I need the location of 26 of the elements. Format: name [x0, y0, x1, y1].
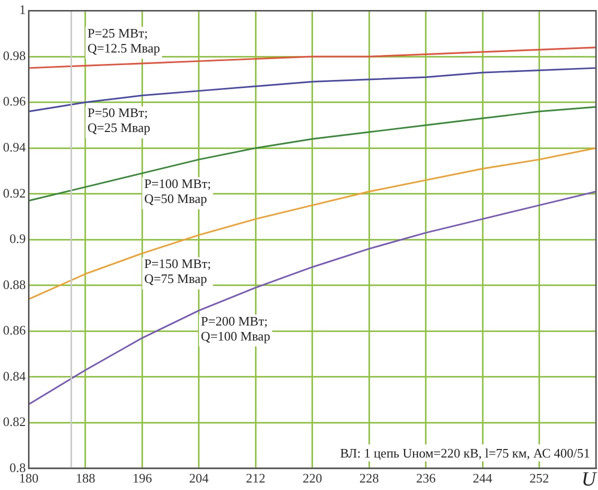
- series-label: P=150 МВт; Q=75 Мвар: [144, 256, 212, 286]
- x-axis-title: U: [582, 468, 598, 490]
- x-tick-label: 196: [132, 470, 152, 486]
- x-tick-label: 244: [472, 470, 493, 486]
- series-label: P=50 МВт; Q=25 Мвар: [87, 105, 150, 136]
- y-tick-label: 0.96: [3, 94, 26, 109]
- y-tick-label: 1: [19, 2, 26, 18]
- x-tick-label: 252: [530, 470, 550, 486]
- series-label: P=100 МВт; Q=50 Мвар: [144, 176, 212, 206]
- series-label: P=200 МВт; Q=100 Мвар: [200, 313, 270, 344]
- series-label: P=25 МВт; Q=12.5 Мвар: [87, 26, 160, 56]
- y-tick-label: 0.98: [3, 48, 26, 63]
- y-tick-label: 0.92: [3, 185, 26, 200]
- x-tick-label: 236: [416, 470, 436, 486]
- x-tick-label: 220: [302, 470, 322, 486]
- annotation: ВЛ: 1 цепь Uном=220 кВ, l=75 км, АС 400/51: [340, 445, 590, 460]
- y-tick-label: 0.84: [3, 368, 26, 384]
- x-tick-label: 228: [359, 470, 379, 486]
- y-tick-label: 0.86: [3, 322, 26, 338]
- y-tick-label: 0.9: [10, 231, 26, 246]
- y-tick-label: 0.88: [3, 276, 26, 292]
- y-tick-label: 0.82: [3, 414, 26, 430]
- x-tick-label: 188: [76, 470, 96, 486]
- y-tick-label: 0.94: [3, 140, 26, 154]
- x-tick-label: 212: [246, 470, 266, 486]
- x-tick-label: 204: [189, 470, 210, 486]
